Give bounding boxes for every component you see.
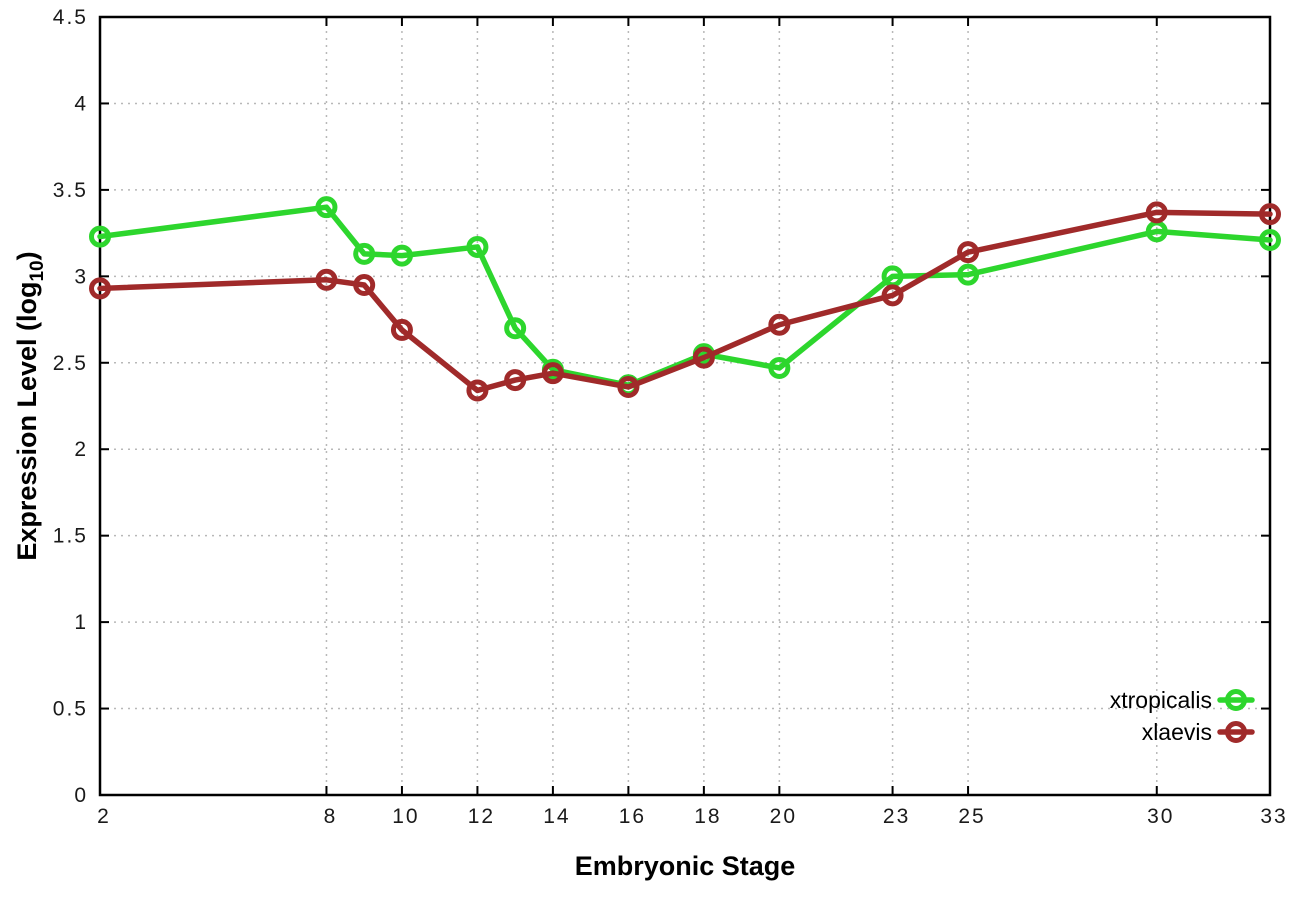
- series-layer: [89, 196, 1281, 402]
- y-tick-label: 4.5: [53, 6, 88, 29]
- data-point-xlaevis: [768, 313, 791, 336]
- x-tick-label: 16: [619, 805, 646, 828]
- x-tick-label: 18: [694, 805, 721, 828]
- y-tick-label: 1.5: [53, 525, 88, 548]
- legend-label-xlaevis: xlaevis: [1142, 719, 1212, 745]
- x-axis-title: Embryonic Stage: [575, 851, 796, 881]
- legend-sample-marker-xtropicalis: [1225, 689, 1247, 711]
- data-point-xtropicalis: [768, 356, 791, 379]
- x-tick-label: 30: [1147, 805, 1174, 828]
- data-point-xlaevis: [957, 241, 980, 264]
- y-axis-title-close: ): [12, 251, 42, 260]
- x-tick-label: 14: [543, 805, 570, 828]
- y-tick-label: 4: [74, 92, 88, 115]
- x-tick-label: 2: [97, 805, 111, 828]
- y-axis-title-subscript: 10: [27, 260, 48, 281]
- data-point-xlaevis: [466, 379, 489, 402]
- data-point-xtropicalis: [353, 242, 376, 265]
- data-point-xlaevis: [1259, 203, 1281, 226]
- data-point-xlaevis: [504, 369, 527, 392]
- data-point-xtropicalis: [504, 317, 527, 340]
- y-tick-label: 3.5: [53, 179, 88, 202]
- data-point-xtropicalis: [466, 235, 489, 258]
- data-point-xlaevis: [353, 273, 376, 296]
- data-point-xtropicalis: [89, 225, 111, 248]
- y-tick-label: 0.5: [53, 698, 88, 721]
- x-tick-label: 33: [1260, 805, 1287, 828]
- data-point-xlaevis: [881, 284, 904, 307]
- data-point-xtropicalis: [390, 244, 413, 267]
- y-axis-title-main: Expression Level (log: [12, 282, 42, 561]
- data-point-xlaevis: [89, 277, 111, 300]
- legend-marker-layer: [1217, 689, 1255, 743]
- series-line-xtropicalis: [97, 204, 1273, 389]
- y-axis-title: Expression Level (log10): [12, 251, 48, 560]
- axes-layer: 2 8 10 12 14 16 18 20 23 25 30 33 0 0.5 1 1.5 2 2.5 3 3.5 4 4…: [53, 6, 1287, 828]
- x-tick-label: 20: [770, 805, 797, 828]
- data-point-xlaevis: [1145, 201, 1168, 224]
- plot-border: [98, 15, 1272, 797]
- legend-sample-marker-xlaevis: [1225, 721, 1247, 743]
- x-tick-label: 12: [468, 805, 495, 828]
- y-tick-label: 0: [74, 784, 88, 807]
- y-tick-label: 1: [74, 611, 88, 634]
- data-point-xtropicalis: [957, 263, 980, 286]
- x-tick-label: 10: [392, 805, 419, 828]
- y-tick-label: 3: [74, 265, 88, 288]
- x-tick-label: 25: [958, 805, 985, 828]
- data-point-xlaevis: [315, 268, 338, 291]
- data-point-xtropicalis: [1259, 229, 1281, 252]
- data-point-xlaevis: [692, 346, 715, 369]
- legend-label-xtropicalis: xtropicalis: [1110, 687, 1212, 713]
- series-line-xlaevis: [97, 209, 1273, 394]
- grid-layer: [100, 17, 1270, 795]
- data-point-xlaevis: [390, 318, 413, 341]
- data-point-xtropicalis: [315, 196, 338, 219]
- data-point-xlaevis: [617, 375, 640, 398]
- y-tick-label: 2: [74, 438, 88, 461]
- x-tick-label: 23: [883, 805, 910, 828]
- y-tick-label: 2.5: [53, 352, 88, 375]
- data-point-xlaevis: [541, 362, 564, 385]
- x-tick-label: 8: [324, 805, 338, 828]
